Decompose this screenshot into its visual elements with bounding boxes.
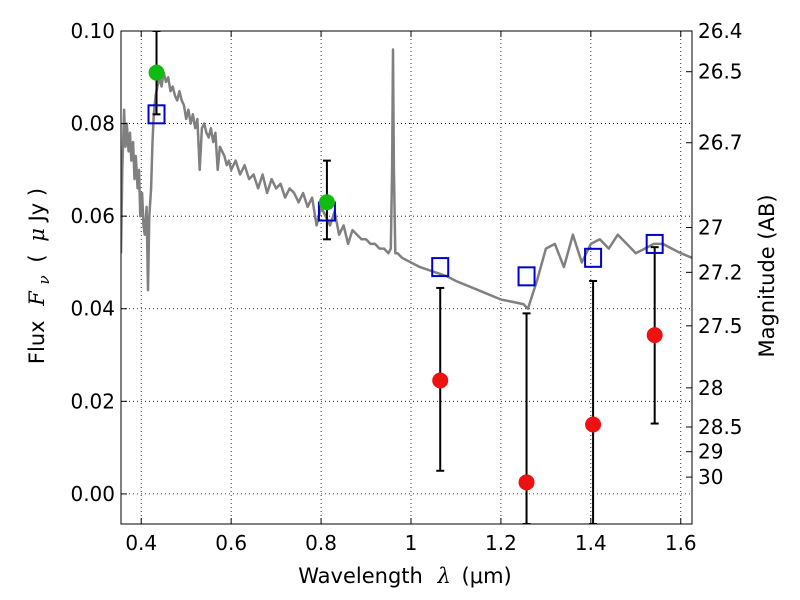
model-photometry-marker [517,266,536,287]
x-tick-label: 0.8 [305,531,337,555]
model-spectrum-line [121,48,692,310]
x-tick-label: 1.2 [485,531,517,555]
detection-point [148,64,165,81]
y2-tick-label: 27.5 [698,314,743,338]
y-tick-label: 0.02 [70,389,115,413]
y-tick-label: 0.00 [70,482,115,506]
y2-tick-label: 28 [698,376,723,400]
y-axis-label-unit-open: ( [25,254,49,262]
y-tick-label: 0.04 [70,297,115,321]
y-axis-label-unit-rest: Jy ) [25,188,49,224]
plot-frame [120,30,693,525]
y2-tick-label: 26.5 [698,60,743,84]
plot-data [121,31,692,524]
model-photometry-marker [584,247,603,268]
y2-tick-label: 27 [698,216,723,240]
grid [121,30,692,524]
y2-tick-label: 29 [698,440,723,464]
non-detection-point [432,372,449,389]
x-tick-label: 1 [405,531,418,555]
y2-axis-label: Magnitude (AB) [755,194,779,357]
non-detection-point [585,416,602,433]
detection-point [318,194,335,211]
y2-tick-label: 28.5 [698,415,743,439]
model-photometry-marker [147,104,166,125]
x-axis-label-text: Wavelength [298,564,423,588]
y-axis-label: Flux F ν ( μ Jy ) [25,188,54,364]
non-detection-point [518,474,535,491]
x-axis-label-symbol: λ [437,564,451,588]
y-axis-label-symbol: F [25,290,49,307]
y-tick-label: 0.06 [70,204,115,228]
x-tick-label: 1.4 [575,531,607,555]
x-tick-label: 0.6 [215,531,247,555]
y-axis-label-subscript: ν [35,275,53,284]
model-photometry-marker [645,233,664,254]
x-tick-label: 0.4 [125,531,157,555]
x-axis-label: Wavelength λ (μm) [298,564,511,588]
non-detection-point [646,327,663,344]
y-axis-label-text: Flux [25,320,49,364]
x-tick-label: 1.6 [665,531,697,555]
y2-tick-label: 26.4 [698,19,743,43]
y-tick-label: 0.10 [70,19,115,43]
y-tick-label: 0.08 [70,112,115,136]
model-photometry-marker [431,257,450,278]
axis-ticks: 0.4 0.6 0.8 1 1.2 1.4 1.6 0.00 0.02 0.04 0.06 0.08 0… [70,19,742,555]
y2-tick-label: 26.7 [698,131,743,155]
y-axis-label-unit-mu: μ [25,228,49,242]
y2-tick-label: 30 [698,465,723,489]
y2-tick-label: 27.2 [698,260,743,284]
x-axis-label-unit: (μm) [462,564,512,588]
